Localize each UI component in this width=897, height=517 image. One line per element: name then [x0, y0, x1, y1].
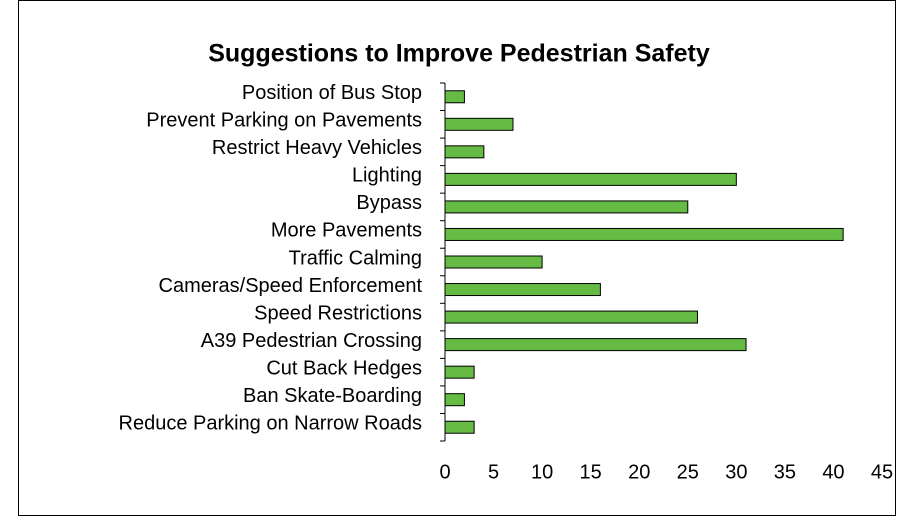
y-tick-label: Lighting [352, 165, 422, 187]
x-tick-label: 5 [488, 461, 499, 483]
y-tick-label: Cut Back Hedges [266, 357, 422, 379]
y-tick-label: Reduce Parking on Narrow Roads [119, 413, 423, 435]
bar [444, 145, 485, 159]
bar [444, 365, 475, 379]
bar [444, 200, 689, 214]
bar [444, 90, 465, 104]
x-tick-label: 35 [774, 461, 796, 483]
bar [444, 393, 465, 407]
x-tick-label: 0 [439, 461, 450, 483]
bar [444, 255, 543, 269]
bar [444, 310, 698, 324]
x-tick-label: 25 [677, 461, 699, 483]
y-tick-label: Traffic Calming [289, 247, 422, 269]
y-tick-label: Bypass [356, 192, 422, 214]
y-tick-label: Prevent Parking on Pavements [146, 110, 422, 132]
x-tick-label: 20 [628, 461, 650, 483]
x-tick-label: 40 [822, 461, 844, 483]
chart-title: Suggestions to Improve Pedestrian Safety [208, 40, 710, 68]
y-tick-label: Restrict Heavy Vehicles [212, 137, 422, 159]
y-tick-label: Cameras/Speed Enforcement [159, 275, 423, 297]
bar [444, 117, 514, 131]
bar [444, 172, 737, 186]
x-tick-label: 10 [531, 461, 553, 483]
y-tick-label: More Pavements [271, 220, 422, 242]
y-tick-label: Speed Restrictions [254, 302, 422, 324]
x-tick-label: 45 [871, 461, 893, 483]
y-tick-label: Position of Bus Stop [242, 82, 422, 104]
x-tick-label: 15 [580, 461, 602, 483]
bar [444, 420, 475, 434]
bar [444, 283, 601, 297]
y-tick-label: Ban Skate-Boarding [243, 385, 422, 407]
bar [444, 227, 844, 241]
y-tick-label: A39 Pedestrian Crossing [201, 330, 422, 352]
bar [444, 338, 747, 352]
x-tick-label: 30 [725, 461, 747, 483]
